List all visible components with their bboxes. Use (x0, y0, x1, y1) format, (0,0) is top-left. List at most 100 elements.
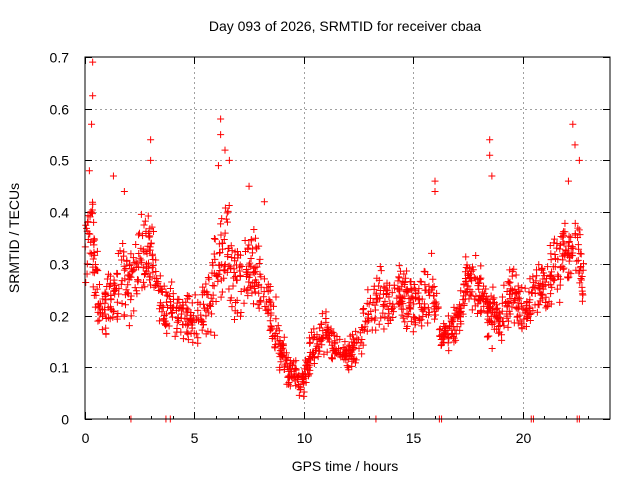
data-point (207, 302, 215, 310)
data-point (194, 339, 202, 347)
data-point (340, 355, 348, 363)
data-point (88, 120, 96, 128)
data-point (395, 285, 403, 293)
data-point (486, 151, 494, 159)
data-point (530, 283, 538, 291)
data-point (124, 281, 132, 289)
data-point (425, 291, 433, 299)
data-point (245, 273, 253, 281)
data-point (504, 317, 512, 325)
data-point (483, 333, 491, 341)
data-point (144, 212, 152, 220)
data-point (561, 219, 569, 227)
data-point (215, 240, 223, 248)
data-point (295, 391, 303, 399)
data-point (504, 323, 512, 331)
data-point (318, 320, 326, 328)
data-point (350, 344, 358, 352)
data-point (274, 322, 282, 330)
data-point (210, 269, 218, 277)
data-point (503, 302, 511, 310)
data-point (163, 329, 171, 337)
data-point (416, 300, 424, 308)
data-point (342, 347, 350, 355)
data-point (417, 304, 425, 312)
data-point (89, 283, 97, 291)
data-point (453, 311, 461, 319)
data-point (166, 284, 174, 292)
data-point (240, 299, 248, 307)
data-point (90, 241, 98, 249)
data-point (300, 378, 308, 386)
data-point (411, 281, 419, 289)
data-points (81, 58, 587, 423)
data-point (512, 289, 520, 296)
data-point (359, 326, 367, 334)
data-point (385, 310, 393, 318)
data-point (141, 217, 149, 225)
data-point (565, 238, 573, 246)
data-point (370, 282, 378, 290)
data-point (205, 275, 213, 283)
data-point (237, 309, 245, 317)
data-point (407, 284, 415, 292)
data-point (322, 308, 330, 316)
data-point (232, 298, 240, 306)
data-point (377, 314, 385, 322)
data-point (360, 305, 368, 313)
plot-frame (84, 56, 611, 420)
data-point (421, 268, 429, 276)
data-point (424, 319, 432, 327)
data-point (460, 300, 468, 308)
data-point (219, 245, 227, 253)
data-point (348, 357, 356, 365)
data-point (95, 280, 103, 288)
data-point (256, 297, 264, 305)
data-point (522, 323, 530, 331)
data-point (264, 310, 272, 318)
data-point (246, 284, 254, 292)
data-point (416, 277, 424, 285)
data-point (430, 305, 438, 313)
data-point (240, 285, 248, 293)
data-point (451, 326, 459, 334)
data-point (559, 256, 567, 264)
data-point (507, 287, 515, 295)
data-point (225, 285, 233, 293)
data-point (265, 296, 273, 304)
data-point (154, 280, 162, 288)
data-point (483, 307, 491, 315)
data-point (89, 268, 97, 276)
data-point (96, 304, 104, 312)
data-point (389, 300, 397, 308)
data-point (159, 316, 167, 324)
data-point (247, 263, 255, 271)
data-point (390, 281, 398, 289)
data-point (383, 287, 391, 295)
data-point (496, 321, 504, 329)
data-point (445, 347, 453, 355)
data-point (282, 360, 290, 368)
data-point (255, 259, 263, 267)
data-point (145, 233, 153, 241)
y-tick-label: 0 (61, 412, 69, 428)
data-point (89, 237, 97, 245)
data-point (416, 317, 424, 325)
data-point (359, 306, 367, 314)
data-point (225, 202, 233, 210)
data-point (173, 325, 181, 333)
data-point (411, 321, 419, 329)
data-point (429, 275, 437, 283)
data-point (363, 299, 371, 307)
data-point (122, 301, 130, 309)
data-point (477, 274, 485, 282)
data-point (442, 330, 450, 338)
data-point (283, 380, 291, 388)
data-point (491, 311, 499, 319)
data-point (434, 303, 442, 311)
data-point (512, 304, 520, 312)
data-point (507, 295, 515, 303)
data-point (266, 327, 274, 335)
data-point (198, 291, 206, 299)
data-point (122, 286, 130, 294)
